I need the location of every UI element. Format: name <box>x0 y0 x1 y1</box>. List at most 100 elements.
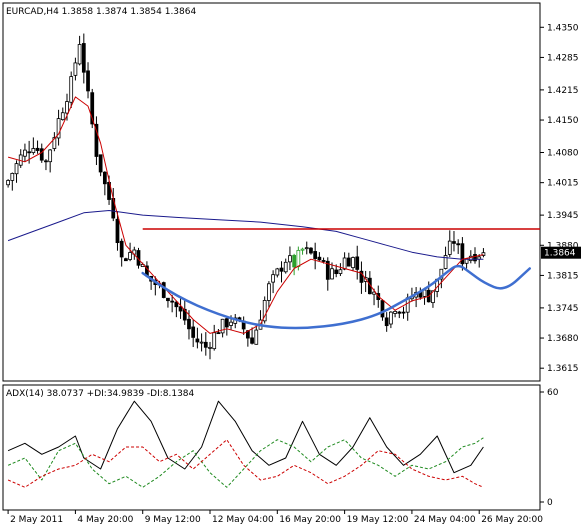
price-tick-label: 1.4285 <box>547 53 579 63</box>
candle-bull <box>288 255 292 263</box>
candle-bear <box>115 218 120 244</box>
candle-bear <box>460 243 465 265</box>
main-panel-frame <box>2 2 541 382</box>
candle-bear <box>90 92 95 125</box>
indicator-caption: ADX(14) 38.0737 +DI:34.9839 -DI:8.1384 <box>6 389 195 399</box>
candle-bear <box>334 269 339 275</box>
candle-bull <box>271 274 275 283</box>
candle-bull <box>208 346 212 349</box>
candle-bear <box>86 70 90 92</box>
candle-bear <box>224 318 229 328</box>
candle-bull <box>14 163 19 175</box>
main-caption: EURCAD,H4 1.3858 1.3874 1.3854 1.3864 <box>6 7 196 17</box>
candle-bear <box>102 171 107 185</box>
minus-di-line <box>7 439 484 488</box>
candle-bear <box>313 251 318 259</box>
candle-bear <box>250 337 254 344</box>
price-axis[interactable]: 1.4350 1.4285 1.4215 1.4150 1.4080 1.4015 1.39… <box>540 23 581 374</box>
candle-bear <box>359 270 364 283</box>
candle-bear <box>384 317 389 327</box>
candle-bull <box>52 137 57 149</box>
candle-bear <box>35 147 40 151</box>
time-axis[interactable]: 2 May 2011 4 May 20:00 9 May 12:00 12 May 0… <box>7 510 543 525</box>
candle-bear <box>325 260 330 280</box>
candle-bull <box>31 148 36 153</box>
cup-pattern-curve[interactable] <box>141 264 531 330</box>
candle-bear <box>321 260 326 262</box>
candle-bull <box>267 283 271 301</box>
time-tick-label: 19 May 12:00 <box>347 515 409 525</box>
price-tick-label: 1.4080 <box>547 149 579 159</box>
candle-bear <box>39 148 44 161</box>
candle-bull <box>229 321 233 326</box>
candle-bull <box>393 310 397 314</box>
candle-bull <box>275 268 280 276</box>
candle-bull <box>389 311 393 325</box>
price-tick-label: 1.3745 <box>547 304 579 314</box>
price-tick-label: 1.4350 <box>547 23 579 33</box>
candle-bear <box>292 254 297 268</box>
candle-bull <box>56 118 61 139</box>
candle-bull <box>23 149 27 157</box>
candle-bull <box>65 101 69 114</box>
candle-bear <box>174 301 179 308</box>
time-tick-label: 16 May 20:00 <box>279 515 341 525</box>
candle-bull <box>283 261 288 273</box>
moving-average-fast <box>7 96 484 334</box>
time-tick-label: 4 May 20:00 <box>77 515 133 525</box>
candle-bear <box>401 311 406 314</box>
candle-bear <box>346 257 351 267</box>
candle-bull <box>443 255 448 269</box>
candle-bear <box>27 151 32 154</box>
candle-bear <box>94 123 99 157</box>
candle-bull <box>304 247 309 250</box>
candle-bear <box>279 267 284 272</box>
time-tick-label: 9 May 12:00 <box>145 515 201 525</box>
candle-bull <box>10 172 15 181</box>
time-tick-label: 26 May 20:00 <box>481 515 543 525</box>
current-price-label: 1.3864 <box>544 249 576 259</box>
indicator-panel-frame <box>2 384 541 511</box>
price-tick-label: 1.3615 <box>547 364 579 374</box>
candle-bear <box>380 300 385 318</box>
indicator-tick-label: 0 <box>547 498 553 508</box>
candle-bear <box>195 338 200 343</box>
candle-bull <box>468 255 473 261</box>
candle-bull <box>262 300 267 322</box>
adx-indicator-panel[interactable]: ADX(14) 38.0737 +DI:34.9839 -DI:8.1384 <box>2 384 541 511</box>
candle-bear <box>452 241 456 244</box>
candle-bull <box>199 341 204 344</box>
candle-bear <box>124 258 128 262</box>
indicator-tick-label: 60 <box>547 388 559 398</box>
current-price-tag <box>541 246 581 259</box>
price-tick-label: 1.3880 <box>547 241 579 251</box>
candle-bear <box>456 243 461 246</box>
candle-bear <box>170 300 175 303</box>
candle-bull <box>338 269 343 274</box>
time-tick-label: 12 May 04:00 <box>212 515 274 525</box>
candle-bear <box>355 256 360 270</box>
candle-bull <box>69 76 74 103</box>
candle-bull <box>212 332 217 350</box>
candle-bear <box>216 332 221 335</box>
moving-average-slow <box>7 210 484 260</box>
candle-bear <box>81 43 86 73</box>
candle-bull <box>351 257 355 269</box>
candle-bear <box>191 326 196 338</box>
candle-bear <box>119 240 124 258</box>
candle-bull <box>447 240 452 255</box>
candle-bull <box>296 250 301 267</box>
price-tick-label: 1.3945 <box>547 211 579 221</box>
candle-bear <box>397 311 402 314</box>
candle-bear <box>166 297 170 302</box>
candle-bull <box>300 248 305 251</box>
adx-line <box>7 400 484 474</box>
candle-bull <box>48 149 53 163</box>
candle-bull <box>342 257 347 270</box>
candle-bear <box>203 341 208 348</box>
price-tick-label: 1.4015 <box>547 179 579 189</box>
main-price-panel[interactable]: EURCAD,H4 1.3858 1.3874 1.3854 1.3864 <box>2 2 541 382</box>
candle-bull <box>431 290 435 304</box>
